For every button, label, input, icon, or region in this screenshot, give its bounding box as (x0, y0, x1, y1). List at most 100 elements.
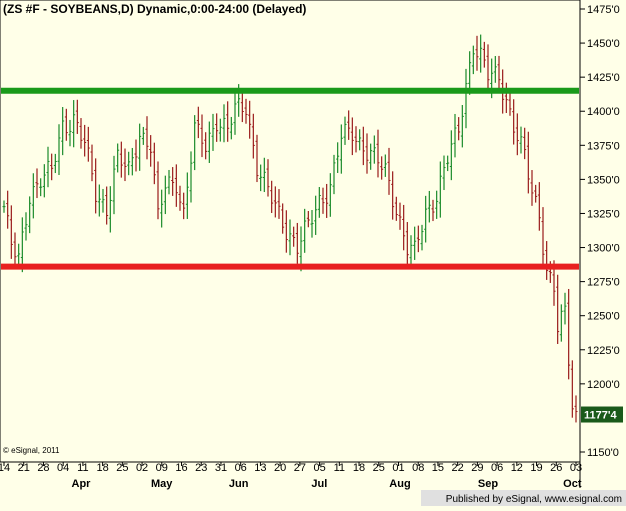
last-price-label: 1177'4 (584, 410, 617, 422)
price-bar (328, 173, 332, 217)
copyright-text: © eSignal, 2011 (3, 446, 60, 455)
price-bar (504, 82, 508, 114)
price-bar (97, 184, 101, 217)
price-bar (361, 126, 365, 166)
price-bar (163, 175, 167, 215)
price-bar (409, 235, 413, 268)
price-bar (108, 186, 112, 233)
price-bar (185, 172, 189, 219)
price-bar (420, 224, 424, 251)
price-bar (303, 208, 307, 253)
price-bar (226, 101, 230, 142)
price-bar (405, 222, 409, 265)
price-bar (574, 395, 578, 423)
price-bar (475, 35, 479, 71)
price-bar (424, 195, 428, 243)
price-bar (134, 139, 138, 172)
price-bar (486, 44, 490, 92)
price-bar (112, 155, 116, 215)
price-bar (332, 154, 336, 195)
x-month-label: Jun (229, 478, 249, 490)
price-bar (31, 173, 35, 219)
x-month-label: May (151, 478, 173, 490)
price-bar (347, 110, 351, 140)
y-axis-ticks: 1475'0 1450'0 1425'0 1400'0 1375'0 1350'0 1325… (580, 4, 623, 459)
price-bar (20, 217, 24, 273)
price-bar (519, 126, 523, 154)
price-bar (453, 113, 457, 158)
price-bar (61, 107, 65, 156)
x-day-label: 16 (175, 462, 187, 474)
price-bar (493, 55, 497, 83)
price-bar (288, 219, 292, 256)
y-tick-label: 1425'0 (587, 72, 620, 84)
price-bar (244, 98, 248, 124)
y-tick-label: 1300'0 (587, 243, 620, 255)
price-bar (336, 142, 340, 173)
price-bar (438, 161, 442, 218)
price-bar (130, 147, 134, 176)
price-bar (365, 133, 369, 174)
price-bar (512, 99, 516, 145)
x-day-label: 29 (471, 462, 483, 474)
price-bar (464, 68, 468, 129)
price-bar (339, 124, 343, 174)
x-day-label: 03 (570, 462, 582, 474)
price-bar (24, 212, 28, 241)
price-bar (83, 124, 87, 157)
price-bar (53, 153, 57, 174)
price-bar (222, 104, 226, 143)
x-day-label: 06 (235, 462, 247, 474)
price-bar (292, 226, 296, 247)
footer-background (421, 490, 626, 506)
price-bar (211, 113, 215, 151)
x-day-label: 04 (57, 462, 69, 474)
price-bar (123, 148, 127, 182)
x-month-label: Apr (72, 478, 92, 490)
x-day-label: 31 (215, 462, 227, 474)
x-day-label: 27 (294, 462, 306, 474)
price-bar (402, 204, 406, 251)
price-bar (196, 106, 200, 139)
price-bar (17, 243, 21, 267)
price-bar (391, 171, 395, 220)
x-day-label: 09 (156, 462, 168, 474)
price-bar (218, 118, 222, 142)
price-bar (200, 114, 204, 158)
price-bar (479, 34, 483, 73)
x-month-label: Jul (311, 478, 327, 490)
y-tick-label: 1475'0 (587, 4, 620, 16)
price-bar (193, 115, 197, 171)
price-bar (156, 161, 160, 220)
price-bar (141, 126, 145, 145)
last-price-box (581, 406, 623, 423)
price-bar (563, 292, 567, 325)
price-bar (167, 169, 171, 195)
price-bar (178, 185, 182, 211)
price-bar (2, 200, 6, 213)
price-bar (435, 190, 439, 219)
y-tick-label: 1325'0 (587, 208, 620, 220)
price-bar (468, 51, 472, 95)
price-bar (570, 360, 574, 418)
x-day-label: 15 (432, 462, 444, 474)
price-bar (281, 203, 285, 234)
price-bar (174, 164, 178, 207)
price-bar (394, 196, 398, 221)
y-tick-label: 1200'0 (587, 379, 620, 391)
x-day-label: 25 (116, 462, 128, 474)
y-tick-label: 1250'0 (587, 311, 620, 323)
price-bar (526, 131, 530, 194)
price-bar (72, 100, 76, 148)
price-bar (138, 123, 142, 171)
price-bar (314, 195, 318, 235)
price-bar (207, 121, 211, 163)
y-tick-label: 1350'0 (587, 174, 620, 186)
x-day-label: 11 (334, 462, 345, 474)
price-bar (482, 41, 486, 68)
support-resistance-lines (1, 87, 579, 270)
price-bar (116, 143, 120, 173)
price-bar (376, 129, 380, 178)
